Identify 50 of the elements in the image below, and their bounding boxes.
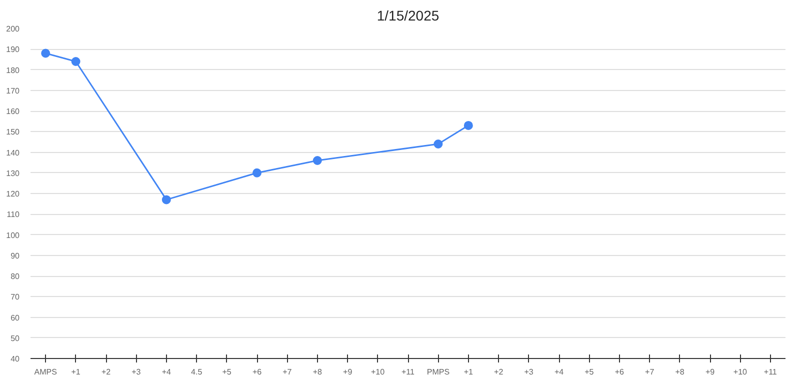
x-tick-label: +4 [162,368,172,376]
x-tick-label: +10 [733,368,748,376]
x-tick-label: PMPS [426,368,450,376]
x-tick-label: +10 [371,368,386,376]
point [41,48,50,58]
x-tick-label: +7 [282,368,292,376]
chart-title: 1/15/2025 [376,8,440,24]
point [434,140,443,148]
point [162,195,171,204]
x-tick-label: +5 [584,368,594,376]
y-tick-label: 200 [6,24,20,34]
x-tick-label: +11 [402,368,416,376]
x-tick-label: +9 [343,368,353,376]
y-tick-label: 100 [6,230,20,240]
x-tick-label: +6 [252,368,262,376]
y-tick-label: 160 [6,107,20,116]
x-tick-label: +11 [764,368,778,376]
x-tick-label: +3 [132,368,142,376]
y-tick-label: 90 [10,251,20,260]
y-tick-label: 110 [6,210,20,220]
y-tick-label: 190 [6,45,20,54]
point [252,168,262,178]
y-tick-label: 50 [10,334,20,343]
y-tick-label: 80 [10,272,20,281]
y-tick-label: 150 [6,128,20,137]
x-tick-label: +7 [645,368,655,376]
point [312,156,322,165]
point [71,57,80,66]
y-tick-label: 180 [6,66,20,75]
x-tick-label: 4.5 [191,368,203,376]
x-tick-label: +5 [222,368,232,376]
y-tick-label: 130 [6,168,20,178]
x-tick-label: +2 [494,368,504,376]
point [464,120,473,130]
y-tick-label: 120 [6,190,20,198]
x-tick-label: +1 [71,368,81,376]
x-tick-label: +9 [705,368,716,376]
x-tick-label: +4 [554,368,564,376]
y-tick-label: 140 [6,148,20,158]
x-tick-label: +3 [524,368,534,376]
x-tick-label: +8 [675,368,685,376]
x-tick-label: +6 [614,368,625,376]
x-tick-label: +1 [464,368,474,376]
x-tick-label: +8 [312,368,323,376]
y-tick-label: 70 [10,292,20,302]
x-tick-label: +2 [101,368,112,376]
y-tick-label: 60 [10,313,20,322]
y-tick-label: 170 [6,86,20,96]
y-tick-label: 40 [10,354,20,364]
x-tick-label: AMPS [34,368,57,376]
